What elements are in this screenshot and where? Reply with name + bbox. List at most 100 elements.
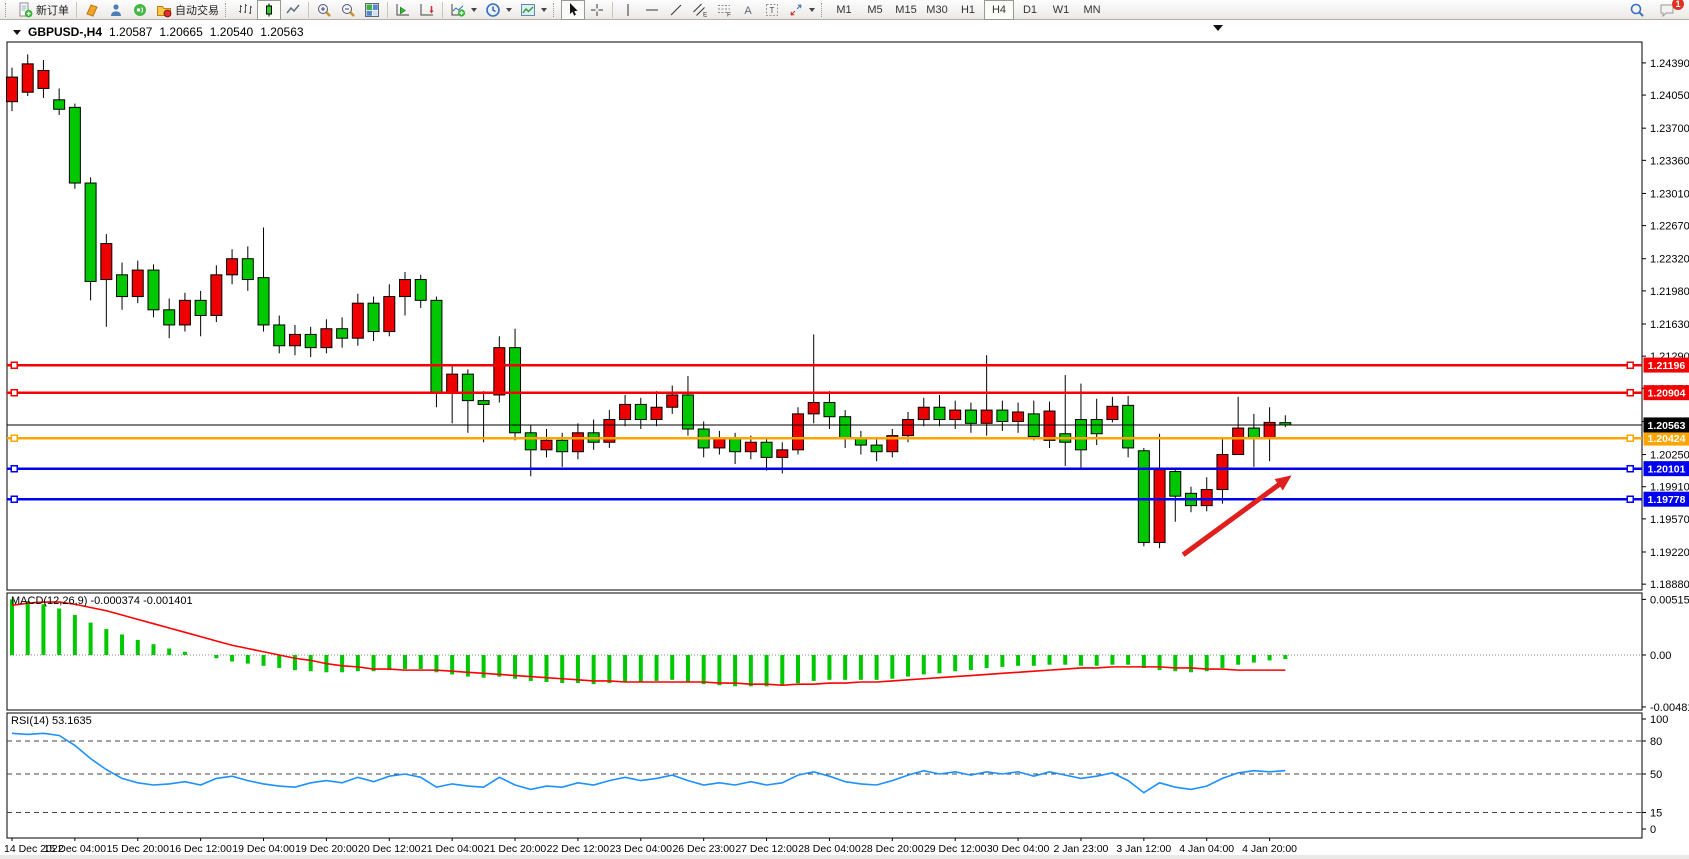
- horizontal-line[interactable]: [7, 388, 1642, 397]
- price-tick-label: 1.22670: [1650, 221, 1689, 233]
- crosshair-button[interactable]: [585, 0, 609, 20]
- price-line-badge-label: 1.21196: [1648, 360, 1686, 372]
- macd-axis-label: 0.00: [1650, 650, 1671, 662]
- timeframe-h4-button[interactable]: H4: [984, 0, 1014, 20]
- price-line-badge-label: 1.20563: [1648, 420, 1686, 432]
- time-tick-label: 16 Dec 12:00: [169, 843, 232, 855]
- text-label-button[interactable]: T: [760, 0, 784, 20]
- price-tick-label: 1.20250: [1650, 450, 1689, 462]
- line-chart-button[interactable]: [281, 0, 305, 20]
- notifications-button[interactable]: 1: [1655, 0, 1684, 20]
- cursor-button[interactable]: [561, 0, 585, 20]
- candles-layer: [6, 54, 1292, 549]
- dropdown-caret-icon: [506, 7, 512, 12]
- macd-axis-label: -0.004811: [1650, 702, 1689, 714]
- timeframe-m15-button[interactable]: M15: [895, 3, 917, 16]
- tile-windows-button[interactable]: [360, 0, 384, 20]
- close-value: 1.20563: [260, 25, 304, 39]
- auto-scroll-button[interactable]: [391, 0, 415, 20]
- time-tick-label: 28 Dec 20:00: [861, 843, 924, 855]
- time-tick-label: 26 Dec 23:00: [672, 843, 735, 855]
- toolbar-grip[interactable]: [225, 2, 229, 17]
- timeframe-h1-button[interactable]: H1: [960, 3, 976, 16]
- price-line-badge: [1643, 385, 1689, 401]
- time-tick-label: 15 Dec 04:00: [44, 843, 107, 855]
- price-tick-label: 1.19220: [1650, 547, 1689, 559]
- equidistant-channel-icon: E: [693, 3, 708, 18]
- line-handle: [1626, 361, 1634, 369]
- text-icon: A: [744, 5, 752, 17]
- zoom-in-button[interactable]: [312, 0, 336, 20]
- zoom-in-icon: [318, 3, 331, 17]
- price-line-badge: [1643, 430, 1689, 446]
- new-order-icon: [19, 2, 33, 17]
- zoom-out-icon: [342, 3, 355, 17]
- tile-windows-icon: [365, 2, 379, 17]
- timeframe-m5-button[interactable]: M5: [867, 3, 883, 16]
- zoom-out-button[interactable]: [336, 0, 360, 20]
- timeframe-w1-button[interactable]: W1: [1052, 3, 1070, 16]
- line-handle: [1626, 388, 1634, 397]
- search-button[interactable]: [1625, 0, 1649, 20]
- bar-chart-button[interactable]: [233, 0, 257, 20]
- rsi-line: [11, 732, 1286, 794]
- toolbar-grip[interactable]: [553, 2, 557, 17]
- timeframe-m1-button[interactable]: M1: [836, 3, 852, 16]
- equidistant-channel-button[interactable]: E: [688, 0, 712, 20]
- timeframe-d1-button[interactable]: D1: [1022, 3, 1038, 16]
- toolbar-grip[interactable]: [821, 2, 825, 17]
- periods-button[interactable]: [481, 0, 516, 20]
- trendline-button[interactable]: [664, 0, 688, 20]
- trend-arrow[interactable]: [1181, 475, 1292, 557]
- periods-clock-icon: [486, 2, 500, 17]
- indicators-button[interactable]: [446, 0, 481, 20]
- horizontal-line[interactable]: [7, 361, 1642, 369]
- horizontal-line[interactable]: [7, 495, 1642, 503]
- community-button[interactable]: [104, 0, 128, 20]
- autotrading-label: 自动交易: [175, 4, 219, 17]
- toolbar-grip[interactable]: [5, 2, 9, 17]
- toolbar-separator: [308, 1, 309, 18]
- price-tick-label: 1.23010: [1650, 188, 1689, 200]
- horizontal-line[interactable]: [7, 464, 1642, 473]
- time-tick-label: 29 Dec 12:00: [924, 843, 987, 855]
- line-handle: [10, 388, 18, 397]
- horizontal-line[interactable]: [7, 434, 1642, 442]
- price-line-badge-label: 1.19778: [1648, 494, 1686, 506]
- symbol-dropdown-icon[interactable]: [13, 29, 21, 35]
- line-handle: [10, 495, 18, 503]
- horizontal-line-button[interactable]: [640, 0, 664, 20]
- arrows-button[interactable]: [784, 0, 819, 20]
- time-tick-label: 3 Jan 12:00: [1116, 843, 1171, 855]
- rsi-panel: 100 80 50 15 0: [7, 714, 1668, 836]
- toolbar: 新订单 自动交易 E F A T: [0, 0, 1689, 20]
- time-tick-label: 20 Dec 12:00: [358, 843, 421, 855]
- line-handle: [10, 434, 18, 442]
- fibonacci-button[interactable]: F: [712, 0, 736, 20]
- templates-button[interactable]: [516, 0, 551, 20]
- price-tick-label: 1.21630: [1650, 319, 1689, 331]
- new-order-button[interactable]: 新订单: [13, 0, 73, 20]
- toolbar-right: 1: [1625, 0, 1686, 20]
- metaeditor-button[interactable]: [80, 0, 104, 20]
- price-tick-label: 1.19910: [1650, 482, 1689, 494]
- chart-shift-button[interactable]: [415, 0, 439, 20]
- auto-scroll-icon: [396, 3, 409, 15]
- timeframe-m30-button[interactable]: M30: [926, 3, 948, 16]
- svg-text:A: A: [744, 5, 752, 17]
- candlestick-chart-button[interactable]: [257, 0, 281, 20]
- time-tick-label: 4 Jan 20:00: [1242, 843, 1297, 855]
- timeframe-group: M1 M5 M15 M30 H1 H4 D1 W1 MN: [829, 0, 1107, 20]
- vertical-line-button[interactable]: [616, 0, 640, 20]
- chart-window-caret-icon[interactable]: [1213, 25, 1223, 31]
- trendline-icon: [670, 4, 682, 15]
- line-handle: [10, 464, 18, 473]
- autotrading-button[interactable]: 自动交易: [152, 0, 223, 20]
- text-button[interactable]: A: [736, 0, 760, 20]
- rsi-axis-label: 50: [1650, 769, 1662, 781]
- news-button[interactable]: [128, 0, 152, 20]
- dropdown-caret-icon: [541, 7, 547, 12]
- timeframe-mn-button[interactable]: MN: [1083, 3, 1101, 16]
